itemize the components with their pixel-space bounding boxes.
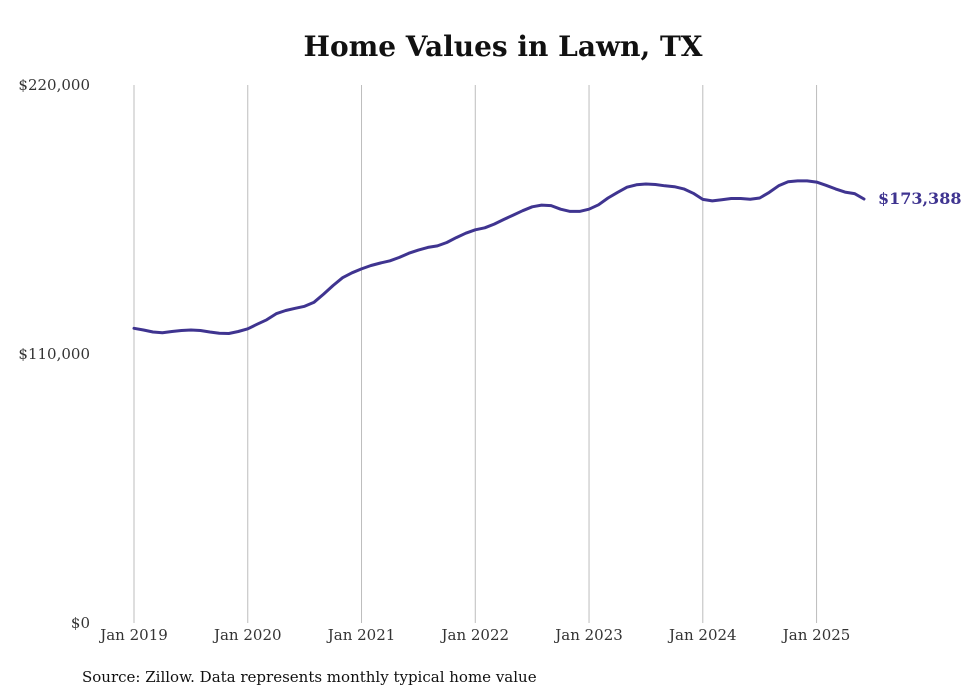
- series-line: [132, 179, 866, 335]
- x-axis-ticks: Jan 2019 Jan 2020 Jan 2021 Jan 2022 Jan 2023…: [98, 626, 850, 644]
- vertical-gridlines: [133, 85, 818, 623]
- x-tick-label: Jan 2022: [439, 626, 509, 644]
- x-tick-label: Jan 2019: [98, 626, 168, 644]
- x-tick-label: Jan 2024: [667, 626, 737, 644]
- x-tick-label: Jan 2023: [553, 626, 623, 644]
- chart-title: Home Values in Lawn, TX: [303, 30, 703, 63]
- x-tick-label: Jan 2020: [212, 626, 282, 644]
- y-tick-label: $0: [71, 614, 90, 632]
- series-layer: $173,388: [132, 179, 962, 335]
- y-tick-label: $220,000: [18, 76, 90, 94]
- x-tick-label: Jan 2021: [326, 626, 396, 644]
- end-value-label: $173,388: [878, 189, 962, 208]
- y-tick-label: $110,000: [18, 345, 90, 363]
- source-note: Source: Zillow. Data represents monthly …: [82, 668, 537, 686]
- y-axis-ticks: $0 $110,000 $220,000: [18, 76, 90, 632]
- x-tick-label: Jan 2025: [781, 626, 851, 644]
